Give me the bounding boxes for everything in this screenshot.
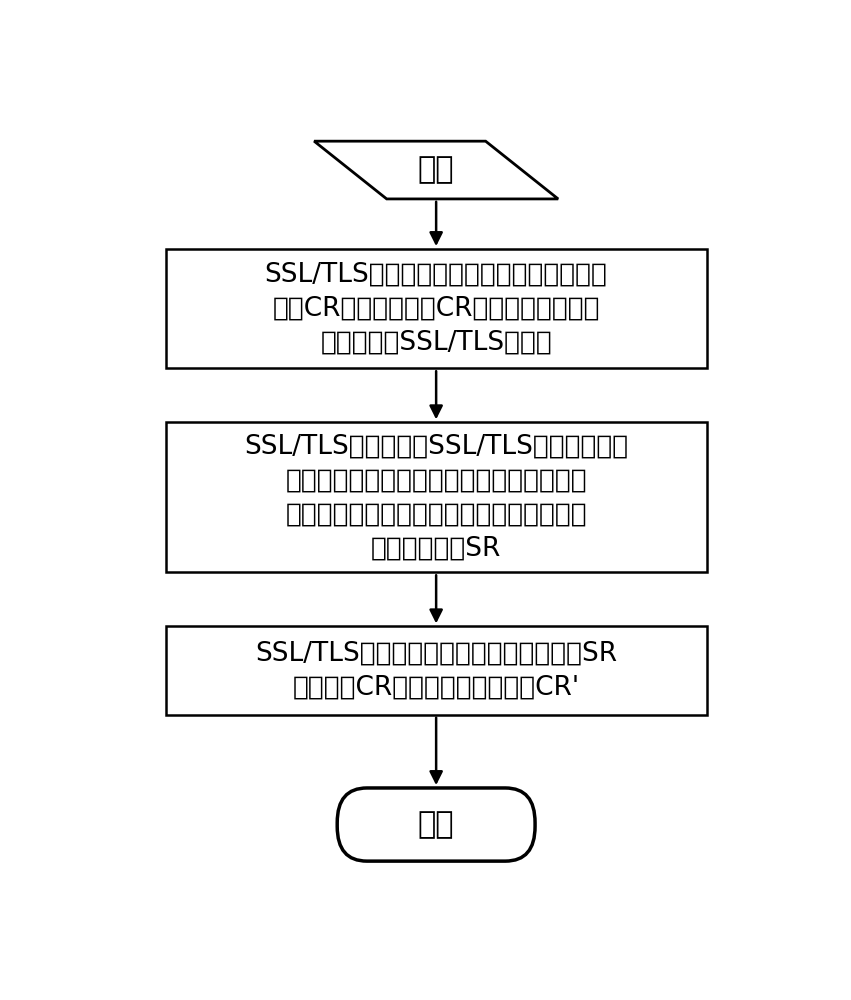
Polygon shape (314, 141, 558, 199)
Bar (166, 249, 706, 368)
Text: 开始: 开始 (418, 156, 454, 185)
Text: SSL/TLS客户端利用伪随机数发生器生成随
机数CR，并将随机数CR封装在第一握手消
息中发送给SSL/TLS服务端: SSL/TLS客户端利用伪随机数发生器生成随 机数CR，并将随机数CR封装在第一… (265, 262, 608, 356)
Bar (166, 422, 706, 572)
FancyBboxPatch shape (337, 788, 535, 861)
Text: SSL/TLS客户端利用获取的服务端随机数SR
将随机数CR更新为客户端随机数CR': SSL/TLS客户端利用获取的服务端随机数SR 将随机数CR更新为客户端随机数C… (255, 641, 617, 701)
Text: 结束: 结束 (418, 810, 454, 839)
Text: SSL/TLS客户端在从SSL/TLS服务端接收到
其响应于第一握手消息而发送的第二握手消
息后，对该第二握手消息进行解析，以获取
服务端随机数SR: SSL/TLS客户端在从SSL/TLS服务端接收到 其响应于第一握手消息而发送的… (244, 433, 628, 561)
Bar (166, 626, 706, 715)
